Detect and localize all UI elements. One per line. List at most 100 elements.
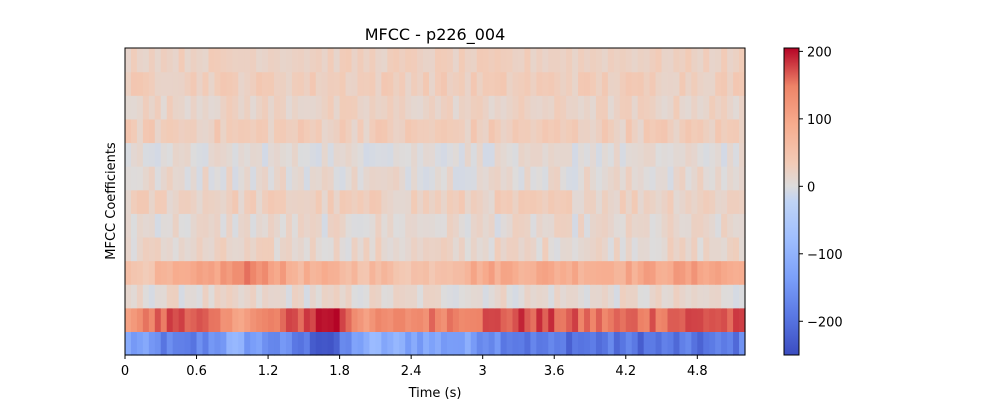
heatmap-cell — [649, 71, 657, 96]
heatmap-cell — [250, 95, 257, 120]
heatmap-cell — [327, 331, 335, 356]
heatmap-cell — [560, 189, 567, 214]
heatmap-cell — [625, 95, 633, 120]
heatmap-cell — [280, 307, 287, 332]
heatmap-cell — [125, 166, 132, 191]
plot-frame — [124, 47, 746, 356]
heatmap-cell — [464, 236, 472, 262]
heatmap-cell — [685, 118, 692, 144]
heatmap-cell — [244, 95, 251, 120]
heatmap-cell — [244, 284, 251, 309]
heatmap-cell — [405, 166, 412, 191]
heatmap-cell — [566, 331, 573, 356]
heatmap-cell — [393, 142, 400, 167]
heatmap-cell — [649, 307, 657, 332]
heatmap-cell — [405, 213, 412, 238]
heatmap-cell — [333, 166, 341, 191]
heatmap-cell — [333, 307, 341, 332]
heatmap-cell — [274, 307, 281, 332]
heatmap-cell — [625, 213, 633, 238]
heatmap-cell — [446, 118, 454, 144]
heatmap-cell — [357, 331, 365, 356]
heatmap-cell — [446, 166, 454, 191]
heatmap-cell — [703, 142, 710, 167]
heatmap-cell — [572, 48, 579, 73]
heatmap-cell — [715, 95, 722, 120]
heatmap-cell — [393, 118, 400, 144]
heatmap-cell — [470, 213, 478, 238]
heatmap-cell — [494, 189, 502, 214]
heatmap-cell — [268, 236, 275, 262]
heatmap-cell — [327, 166, 335, 191]
heatmap-cell — [321, 118, 329, 144]
heatmap-cell — [208, 284, 216, 309]
heatmap-cell — [667, 118, 675, 144]
heatmap-cell — [494, 166, 502, 191]
heatmap-cell — [470, 307, 478, 332]
heatmap-cell — [262, 189, 269, 214]
heatmap-cell — [482, 142, 490, 167]
heatmap-cell — [470, 71, 478, 96]
heatmap-cell — [733, 213, 740, 238]
heatmap-cell — [697, 118, 704, 144]
heatmap-cell — [202, 331, 210, 356]
heatmap-cell — [435, 71, 442, 96]
heatmap-cell — [572, 213, 579, 238]
heatmap-cell — [518, 331, 526, 356]
heatmap-cell — [351, 284, 359, 309]
heatmap-cell — [238, 142, 245, 167]
heatmap-cell — [196, 95, 204, 120]
heatmap-cell — [339, 213, 347, 238]
heatmap-cell — [274, 118, 281, 144]
heatmap-cell — [339, 166, 347, 191]
heatmap-cell — [291, 260, 299, 285]
heatmap-cell — [464, 260, 472, 285]
heatmap-cell — [452, 118, 460, 144]
heatmap-cell — [321, 142, 329, 167]
heatmap-cell — [566, 95, 573, 120]
heatmap-cell — [262, 71, 269, 96]
heatmap-cell — [184, 142, 192, 167]
heatmap-cell — [214, 95, 221, 120]
heatmap-cell — [506, 142, 514, 167]
heatmap-cell — [321, 284, 329, 309]
heatmap-cell — [417, 307, 424, 332]
heatmap-cell — [709, 213, 716, 238]
heatmap-cell — [262, 142, 269, 167]
heatmap-cell — [673, 307, 681, 332]
heatmap-cell — [166, 189, 174, 214]
heatmap-cell — [512, 284, 520, 309]
heatmap-cell — [417, 71, 424, 96]
heatmap-cell — [244, 213, 251, 238]
heatmap-cell — [375, 331, 382, 356]
heatmap-cell — [232, 142, 239, 167]
heatmap-cell — [423, 213, 430, 238]
heatmap-cell — [595, 48, 603, 73]
heatmap-cell — [125, 307, 132, 332]
heatmap-cell — [327, 71, 335, 96]
heatmap-cell — [685, 166, 692, 191]
heatmap-cell — [482, 260, 490, 285]
heatmap-cell — [357, 142, 365, 167]
heatmap-cell — [482, 284, 490, 309]
heatmap-cell — [369, 118, 376, 144]
heatmap-cell — [256, 48, 263, 73]
x-tick-label: 0.6 — [186, 364, 207, 379]
heatmap-cell — [291, 213, 299, 238]
heatmap-cell — [339, 284, 347, 309]
heatmap-cell — [136, 142, 144, 167]
heatmap-cell — [315, 189, 323, 214]
heatmap-cell — [506, 307, 514, 332]
heatmap-cell — [351, 260, 359, 285]
heatmap-cell — [655, 118, 663, 144]
heatmap-cell — [435, 142, 442, 167]
heatmap-cell — [637, 189, 645, 214]
heatmap-cell — [584, 48, 591, 73]
heatmap-cell — [440, 48, 448, 73]
heatmap-cell — [309, 331, 317, 356]
heatmap-cell — [727, 236, 734, 262]
heatmap-cell — [542, 166, 549, 191]
heatmap-cell — [178, 48, 186, 73]
heatmap-cell — [733, 307, 740, 332]
heatmap-cell — [578, 189, 585, 214]
